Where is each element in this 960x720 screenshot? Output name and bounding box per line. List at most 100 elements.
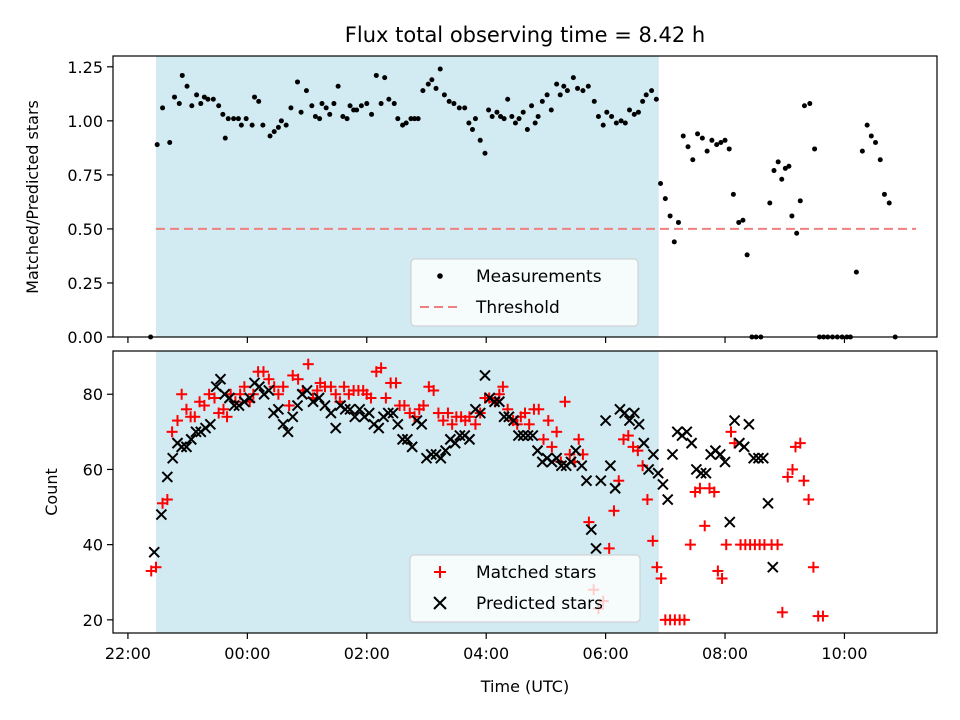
predicted-star-point [415,418,428,431]
measurement-point [580,88,586,94]
matched-star-point [338,381,350,393]
measurement-point [505,96,511,102]
chart-title: Flux total observing time = 8.42 h [345,23,705,47]
predicted-star-point [555,459,568,472]
x-tick-label: 04:00 [463,644,509,663]
predicted-star-point [223,392,236,404]
ratio-legend: Measurements Threshold [410,258,639,327]
x-tick-label: 00:00 [224,644,270,663]
measurement-point [298,109,304,115]
measurement-point [736,219,742,225]
measurement-point [864,122,870,128]
ratio-panel: 0.00 0.25 0.50 0.75 1.00 1.25 Matched/Predict… [23,55,938,347]
measurement-point [403,120,409,126]
predicted-star-point [512,429,525,442]
measurement-point [695,131,701,137]
predicted-star-point [263,384,275,397]
matched-star-point [375,362,387,374]
predicted-star-point [392,418,404,431]
measurement-point [535,114,541,120]
matched-star-point [217,403,229,415]
matched-star-point [198,400,210,412]
matched-star-point [603,542,615,554]
matched-star-point [283,400,295,412]
measurement-point [441,92,447,98]
measurement-point [635,109,641,115]
matched-star-point [330,388,342,400]
predicted-star-point [633,418,645,431]
measurement-point [767,200,773,206]
measurement-point [570,75,576,81]
measurement-point [643,92,649,98]
measurement-point [801,103,807,109]
legend-predicted-label: Predicted stars [476,594,603,614]
measurement-point [462,105,468,111]
predicted-star-point [474,407,486,419]
legend-matched-label: Matched stars [476,563,596,583]
matched-star-point [712,565,724,577]
predicted-star-point [517,429,529,442]
predicted-star-point [700,467,712,479]
matched-star-point [150,561,162,573]
matched-star-point [546,441,558,453]
matched-star-point [446,418,458,430]
measurement-point [323,105,329,111]
measurement-point [881,191,887,197]
predicted-star-point [307,396,319,408]
legend-predicted-marker [433,596,447,610]
ratio-panel-frame [112,55,938,338]
measurement-point [220,111,226,117]
measurement-point [709,137,715,143]
measurement-point [395,116,401,122]
legend-measurements-label: Measurements [476,267,602,287]
measurement-point [730,191,736,197]
x-axis-label: Time (UTC) [480,677,569,696]
predicted-star-point [762,497,774,509]
measurement-point [494,109,500,115]
predicted-star-point [282,426,294,438]
predicted-star-point [449,437,461,449]
ratio-y-tick-label: 1.00 [67,112,103,131]
matched-star-point [694,482,706,494]
measurement-point [172,94,178,100]
predicted-star-points [148,369,779,573]
matched-star-point [573,433,585,445]
matched-star-point [559,396,571,408]
predicted-star-point [233,399,245,412]
measurement-point [544,92,550,98]
measurement-point [319,101,325,107]
predicted-star-point [253,381,265,393]
ratio-y-label: Matched/Predicted stars [23,100,42,294]
measurement-point [486,107,492,113]
predicted-star-point [642,463,655,476]
measurement-point [626,107,632,113]
predicted-star-point [565,456,577,468]
measurement-point [477,137,483,143]
predicted-star-point [190,426,202,438]
matched-star-point [523,418,535,430]
measurement-point [283,122,289,128]
measurement-point [718,139,724,145]
measurement-point [400,122,406,128]
predicted-star-point [493,396,506,408]
predicted-star-point [714,448,726,461]
measurement-point [184,83,190,89]
predicted-star-point [728,414,741,427]
measurement-point [391,101,397,107]
measurement-point [446,98,452,104]
predicted-star-point [550,452,563,464]
predicted-star-point [406,441,418,453]
matched-star-point [564,448,576,460]
predicted-star-point [522,429,534,442]
predicted-star-point [185,433,197,446]
measurement-point [340,114,346,120]
measurement-point [288,105,294,111]
matched-star-point [469,418,481,430]
measurement-point [498,114,504,120]
ratio-legend-box [410,258,639,327]
measurement-point [420,88,426,94]
matched-star-point [302,358,314,370]
measurement-point [167,139,173,145]
matched-star-point [221,411,233,423]
matched-star-point [380,392,392,404]
